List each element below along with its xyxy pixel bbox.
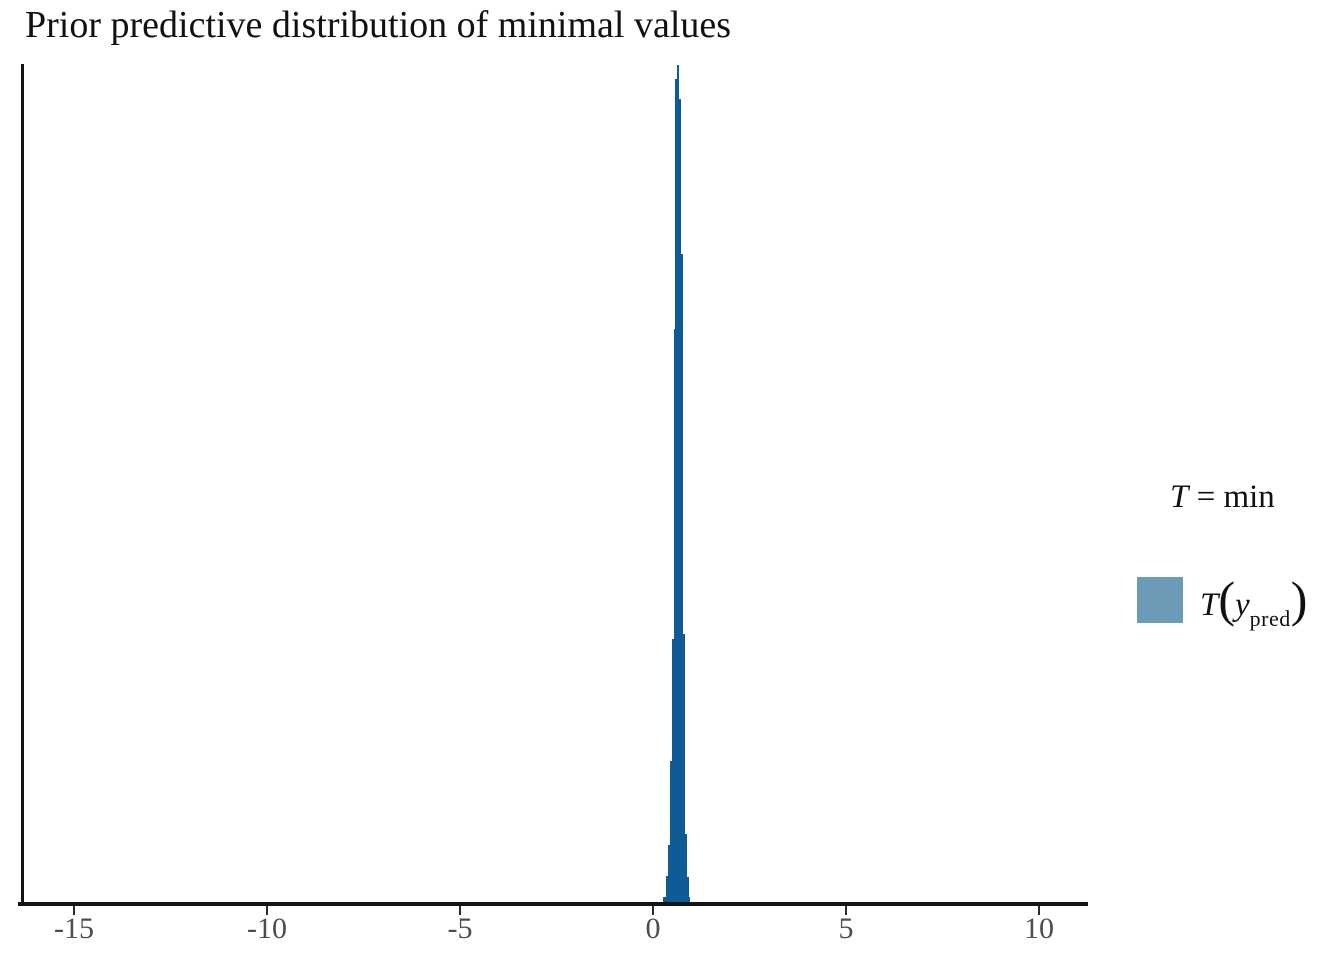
histogram-bar (681, 253, 683, 904)
y-axis-line (21, 64, 24, 906)
histogram-bar (684, 834, 687, 904)
histogram-bar (668, 845, 670, 904)
chart-title: Prior predictive distribution of minimal… (25, 4, 732, 46)
legend-label-y: y (1235, 586, 1250, 623)
legend-title-stat-symbol: T (1170, 479, 1189, 516)
histogram-bar (666, 876, 668, 904)
legend-label-close-paren: ) (1290, 570, 1308, 627)
x-axis-tick-label: -10 (247, 912, 287, 945)
x-axis-tick-mark (845, 906, 847, 915)
legend-label-t: T (1200, 586, 1219, 623)
legend-item: T(ypred) (1137, 569, 1307, 632)
legend-label: T(ypred) (1200, 569, 1307, 632)
x-axis-tick-mark (459, 906, 461, 915)
histogram-bar (682, 633, 685, 904)
x-axis-tick-label: 5 (838, 912, 854, 945)
x-axis-tick-mark (73, 906, 75, 915)
histogram-bar (679, 98, 681, 904)
x-axis-tick-label: 10 (1024, 912, 1054, 945)
x-axis-tick-mark (1038, 906, 1040, 915)
x-axis-tick-label: -15 (54, 912, 94, 945)
x-axis-line (18, 902, 1088, 906)
histogram-bar (686, 877, 689, 904)
legend-label-open-paren: ( (1218, 570, 1236, 627)
histogram-bar (675, 79, 677, 904)
histogram-bar (673, 329, 675, 904)
x-axis-tick-label: -5 (447, 912, 473, 945)
histogram-bar (670, 761, 672, 904)
histogram-bar (676, 65, 679, 904)
plot-area (22, 65, 1078, 904)
legend-label-subscript: pred (1249, 605, 1291, 631)
histogram-bar (663, 897, 666, 904)
x-axis-tick-mark (266, 906, 268, 915)
legend-key-swatch (1137, 577, 1183, 624)
x-axis-tick-label: 0 (645, 912, 661, 945)
histogram-bar (688, 897, 690, 904)
x-axis-tick-mark (652, 906, 654, 915)
legend: T = min T(ypred) (1137, 436, 1307, 632)
legend-title-text: = min (1188, 479, 1275, 516)
legend-title: T = min (1137, 436, 1307, 560)
histogram-bar (672, 638, 674, 904)
